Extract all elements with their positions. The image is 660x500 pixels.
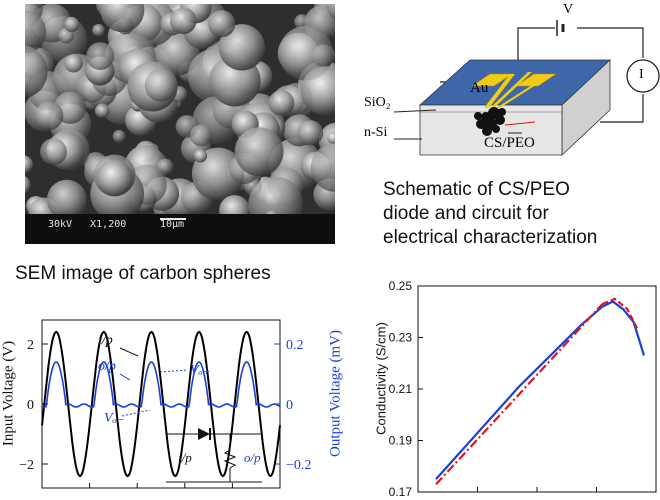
schematic-diagram (393, 20, 660, 156)
conductivity-ytick-label: 0.19 (389, 434, 413, 448)
inset-diode (198, 428, 210, 440)
conductivity-ytick-label: 0.23 (389, 331, 413, 345)
rectifier-y2tick-label: −0.2 (286, 458, 311, 473)
rectifier-annotation: i/p (98, 333, 113, 348)
rectifier-chart: 2 0 −2 0.2 0 −0.2 i/p o/p Vₒ₊ Vₒ₋ i/p o/p (19, 319, 311, 489)
conductivity-measured-series (435, 300, 646, 480)
rectifier-annotation-arrow (159, 369, 189, 373)
schematic-caption: Schematic of CS/PEO diode and circuit fo… (383, 178, 597, 250)
conductivity-ytick-label: 0.25 (389, 279, 413, 293)
rectifier-y2label: Output Voltage (mV) (327, 330, 344, 457)
rectifier-annotation-arrow (119, 347, 139, 357)
schematic-label-cspeo: CS/PEO (484, 135, 535, 151)
sem-image (25, 4, 335, 244)
rectifier-y2tick-label: 0.2 (286, 338, 304, 353)
inset-label-ip: i/p (178, 450, 192, 465)
conductivity-frame (417, 285, 657, 493)
sem-caption: SEM image of carbon spheres (15, 263, 271, 284)
schematic-caption-line-2: diode and circuit for (383, 203, 549, 224)
conductivity-linear-fit (435, 303, 604, 486)
rectifier-annotation-arrow (119, 373, 131, 381)
sem-scale-bar-text: 10µm (160, 219, 185, 230)
schematic-label-nsi: n-Si (364, 125, 388, 140)
inset-resistor (223, 449, 237, 469)
rectifier-ytick-label: 0 (27, 398, 34, 413)
schematic-label-v: V (563, 2, 574, 17)
schematic-label-i: I (639, 67, 644, 82)
conductivity-peak-fit (601, 297, 639, 331)
inset-label-op: o/p (244, 450, 261, 465)
rectifier-ytick-label: 2 (27, 338, 34, 353)
rectifier-input-series (41, 330, 281, 478)
schematic-label-sio2: SiO₂ (364, 95, 391, 110)
rectifier-annotation: Vₒ₊ (190, 363, 211, 378)
rectifier-ylabel: Input Voltage (V) (0, 340, 17, 447)
rectifier-ytick-label: −2 (19, 458, 34, 473)
sem-scale-text: 30kV X1,200 (48, 219, 127, 230)
conductivity-ytick-label: 0.21 (389, 382, 413, 396)
schematic-caption-line-1: Schematic of CS/PEO (383, 179, 570, 200)
rectifier-annotation: o/p (98, 359, 116, 374)
rectifier-annotation-arrow (121, 409, 151, 417)
rectifier-y2tick-label: 0 (286, 398, 293, 413)
conductivity-chart: 0.25 0.23 0.21 0.19 0.17 (389, 279, 657, 499)
conductivity-ylabel: Conductivity (S/cm) (373, 322, 389, 435)
sem-image-texture (25, 4, 335, 244)
schematic-label-au: Au (470, 80, 489, 96)
rectifier-output-series (41, 361, 281, 408)
conductivity-ytick-label: 0.17 (389, 485, 413, 499)
rectifier-annotation: Vₒ₋ (104, 411, 125, 426)
schematic-caption-line-3: electrical characterization (383, 227, 598, 248)
